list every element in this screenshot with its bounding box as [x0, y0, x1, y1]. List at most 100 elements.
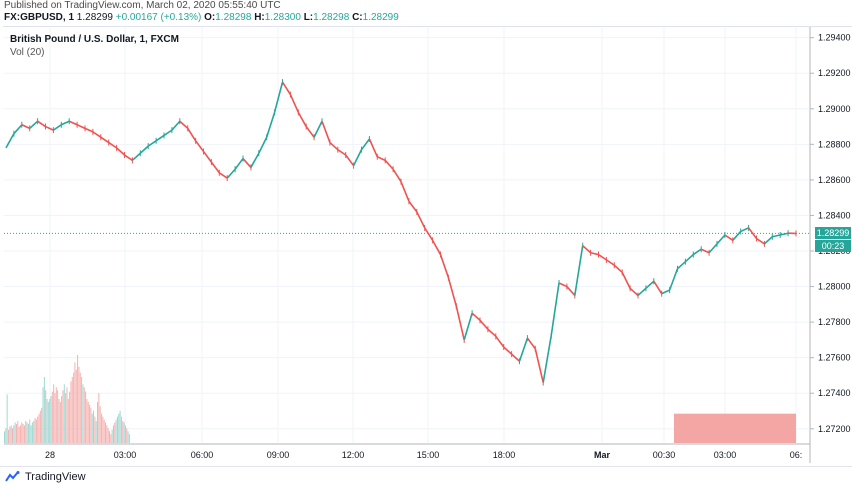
price-candle	[678, 262, 686, 269]
volume-bar	[56, 387, 57, 443]
volume-bar	[12, 428, 13, 443]
price-candle	[535, 349, 543, 383]
x-tick-label: 12:00	[342, 450, 365, 460]
volume-bar	[125, 425, 126, 443]
price-candle	[622, 272, 630, 288]
tradingview-logo[interactable]: TradingView	[5, 470, 86, 484]
volume-bar	[57, 390, 58, 443]
volume-bar	[74, 362, 75, 443]
price-candle	[69, 121, 77, 125]
y-tick-label: 1.27400	[818, 388, 851, 398]
price-candle	[338, 150, 346, 155]
volume-bar	[49, 399, 50, 443]
price-candle	[488, 329, 496, 336]
price-candle	[125, 155, 133, 160]
volume-bar	[48, 402, 49, 443]
price-candle	[46, 127, 54, 131]
volume-bar	[27, 422, 28, 443]
x-tick-label: Mar	[594, 450, 611, 460]
price-candle	[164, 130, 172, 135]
price-candle	[630, 288, 638, 295]
tradingview-mark-icon	[5, 471, 21, 483]
price-candle	[101, 137, 109, 142]
volume-bar	[78, 367, 79, 443]
volume-bar	[129, 434, 130, 443]
x-tick-label: 06:00	[191, 450, 214, 460]
price-candle	[172, 121, 180, 130]
chart-title: British Pound / U.S. Dollar, 1, FXCM	[10, 34, 179, 45]
volume-bar	[51, 396, 52, 443]
volume-bar	[9, 427, 10, 443]
y-tick-label: 1.27200	[818, 424, 851, 434]
volume-bar	[19, 427, 20, 443]
price-candle	[251, 153, 259, 167]
x-tick-label: 06:	[790, 450, 803, 460]
tradingview-brand: TradingView	[25, 471, 86, 483]
price-candle	[6, 134, 14, 148]
volume-bar-forming	[674, 414, 796, 443]
volume-bar	[94, 417, 95, 443]
price-candle	[314, 121, 322, 137]
volume-legend: Vol (20)	[10, 47, 44, 58]
volume-bar	[98, 393, 99, 443]
price-candle	[551, 283, 559, 336]
price-candle	[448, 278, 456, 306]
price-candle	[638, 288, 646, 295]
price-candle	[764, 237, 772, 244]
volume-bar	[90, 408, 91, 443]
price-candle	[132, 153, 140, 160]
volume-bar	[117, 417, 118, 443]
price-candle	[235, 159, 243, 170]
price-candle	[180, 121, 188, 128]
price-candle	[204, 151, 212, 162]
price-candle	[109, 143, 117, 148]
volume-bar	[116, 420, 117, 443]
price-candle	[61, 121, 69, 125]
volume-bar	[61, 396, 62, 443]
price-candle	[749, 228, 757, 239]
price-candle	[583, 246, 591, 253]
volume-bar	[122, 421, 123, 443]
bar-countdown-tag: 00:23	[815, 240, 851, 252]
chart-footer	[0, 466, 852, 486]
price-candle	[401, 182, 409, 202]
volume-bar	[81, 377, 82, 443]
price-candle	[259, 137, 267, 153]
volume-bar	[5, 428, 6, 443]
volume-bar	[109, 431, 110, 443]
price-candle	[211, 162, 219, 173]
volume-bar	[17, 421, 18, 443]
volume-bar	[112, 430, 113, 443]
price-candle	[575, 246, 583, 296]
volume-bar	[101, 414, 102, 443]
volume-bar	[77, 355, 78, 443]
price-candle	[472, 313, 480, 320]
volume-bar	[20, 425, 21, 443]
volume-bar	[60, 402, 61, 443]
price-candle	[330, 143, 338, 150]
volume-bar	[106, 425, 107, 443]
price-candle	[322, 121, 330, 142]
price-candle	[717, 235, 725, 244]
volume-bar	[8, 430, 9, 443]
volume-bar	[85, 392, 86, 443]
volume-bar	[15, 422, 16, 443]
volume-bar	[96, 421, 97, 443]
volume-bar	[41, 408, 42, 443]
price-candle	[377, 157, 385, 161]
volume-bar	[25, 421, 26, 443]
price-candle	[733, 231, 741, 240]
price-candle	[85, 128, 93, 132]
volume-bar	[64, 384, 65, 443]
price-candle	[757, 239, 765, 244]
price-candle	[606, 260, 614, 265]
volume-bar	[72, 377, 73, 443]
price-candle	[93, 132, 101, 137]
y-tick-label: 1.28400	[818, 210, 851, 220]
volume-bar	[126, 428, 127, 443]
price-candle	[741, 228, 749, 232]
x-tick-label: 00:30	[653, 450, 676, 460]
price-candle	[148, 141, 156, 146]
y-tick-label: 1.28600	[818, 175, 851, 185]
